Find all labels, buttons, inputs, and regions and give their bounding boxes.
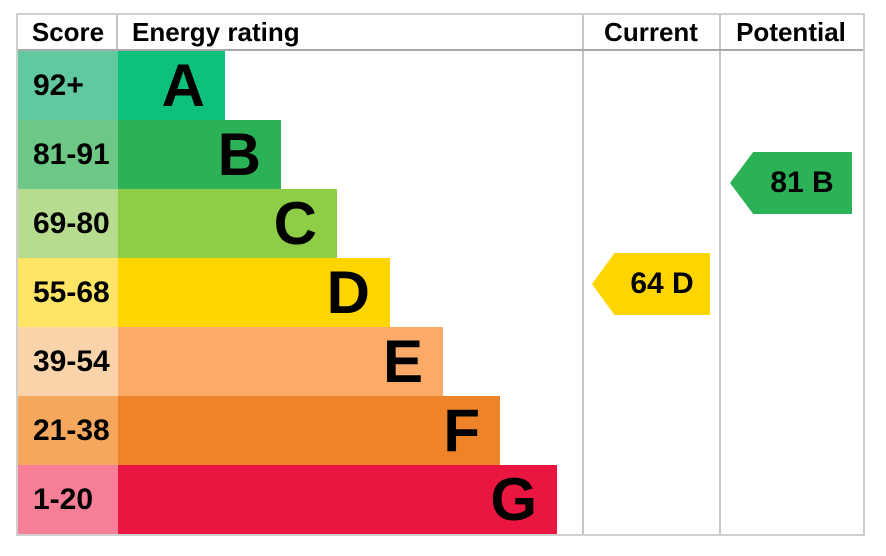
band-score-range: 1-20: [18, 465, 118, 534]
band-row-b: 81-91 B: [18, 120, 863, 189]
header-potential: Potential: [736, 17, 846, 47]
header-divider-score: [116, 15, 118, 49]
band-score-range: 55-68: [18, 258, 118, 327]
band-score-range: 21-38: [18, 396, 118, 465]
band-score-range: 92+: [18, 51, 118, 120]
band-row-g: 1-20 G: [18, 465, 863, 534]
band-row-d: 55-68 D: [18, 258, 863, 327]
band-bar-f: F: [118, 396, 500, 465]
current-rating-arrow: 64 D: [592, 253, 710, 315]
band-bar-d: D: [118, 258, 390, 327]
band-bar-c: C: [118, 189, 337, 258]
header-score: Score: [31, 17, 105, 47]
potential-rating-arrow: 81 B: [730, 152, 852, 214]
column-divider-current: [582, 15, 584, 534]
band-rows: 92+ A 81-91 B 69-80 C 55-68 D 39-54 E 21-38 F 1-20 G: [18, 51, 863, 534]
epc-table: Score Energy rating Current Potential 92…: [16, 13, 865, 536]
current-rating-label: 64 D: [630, 267, 694, 300]
band-bar-e: E: [118, 327, 443, 396]
column-divider-potential: [719, 15, 721, 534]
table-header: Score Energy rating Current Potential: [18, 15, 863, 51]
band-row-f: 21-38 F: [18, 396, 863, 465]
header-energy-rating: Energy rating: [132, 17, 300, 47]
band-row-e: 39-54 E: [18, 327, 863, 396]
band-score-range: 81-91: [18, 120, 118, 189]
band-score-range: 69-80: [18, 189, 118, 258]
band-score-range: 39-54: [18, 327, 118, 396]
band-row-a: 92+ A: [18, 51, 863, 120]
band-bar-a: A: [118, 51, 225, 120]
potential-rating-label: 81 B: [770, 166, 834, 199]
header-current: Current: [604, 17, 698, 47]
band-bar-g: G: [118, 465, 557, 534]
band-bar-b: B: [118, 120, 281, 189]
band-row-c: 69-80 C: [18, 189, 863, 258]
